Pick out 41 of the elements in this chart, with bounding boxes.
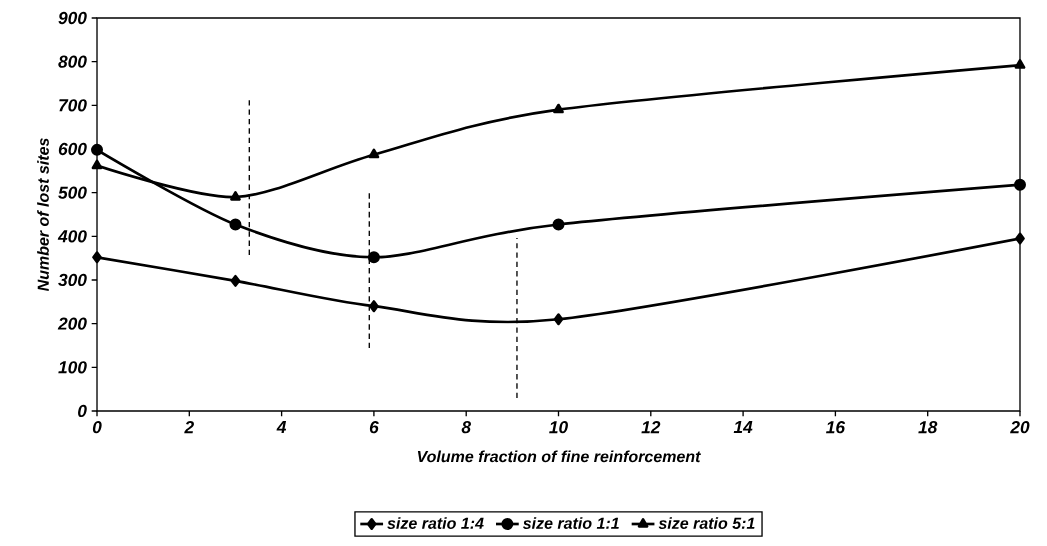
y-tick-label: 800 <box>58 55 87 68</box>
y-tick-label: 700 <box>59 99 87 112</box>
point <box>1013 178 1026 191</box>
legend-label: size ratio 5:1 <box>658 517 755 529</box>
x-tick-label: 4 <box>276 421 287 433</box>
point <box>1014 59 1026 69</box>
point <box>553 313 564 326</box>
x-tick-label: 0 <box>92 421 102 434</box>
y-axis-title: Number of lost sites <box>37 138 49 292</box>
point <box>92 251 102 264</box>
y-tick-label: 400 <box>57 230 87 243</box>
x-tick-label: 14 <box>733 421 753 433</box>
point <box>369 300 379 313</box>
point <box>91 159 103 170</box>
legend-label: size ratio 1:1 <box>522 517 619 529</box>
point <box>553 103 564 114</box>
x-tick-label: 12 <box>641 421 661 434</box>
y-tick-label: 300 <box>58 273 87 287</box>
y-tick-label: 600 <box>58 142 87 156</box>
x-tick-label: 18 <box>918 421 938 434</box>
y-tick-label: 200 <box>57 317 87 330</box>
point <box>1015 232 1025 245</box>
point <box>368 148 380 159</box>
x-tick-label: 6 <box>369 421 379 434</box>
x-tick-label: 20 <box>1010 421 1030 434</box>
point <box>552 218 565 231</box>
x-axis-title: Volume fraction of fine reinforcement <box>417 450 701 463</box>
point <box>91 143 104 156</box>
y-tick-label: 500 <box>58 186 87 199</box>
x-tick-label: 8 <box>461 421 471 434</box>
point <box>229 218 242 231</box>
legend-label: size ratio 1:4 <box>387 517 484 529</box>
x-tick-label: 16 <box>826 421 846 434</box>
point <box>230 191 241 201</box>
x-tick-label: 2 <box>184 421 194 434</box>
y-tick-label: 0 <box>78 404 87 418</box>
x-tick-label: 10 <box>549 421 568 434</box>
point <box>230 274 241 287</box>
y-tick-label: 900 <box>58 11 87 25</box>
point <box>367 251 380 264</box>
y-tick-label: 100 <box>58 361 87 374</box>
